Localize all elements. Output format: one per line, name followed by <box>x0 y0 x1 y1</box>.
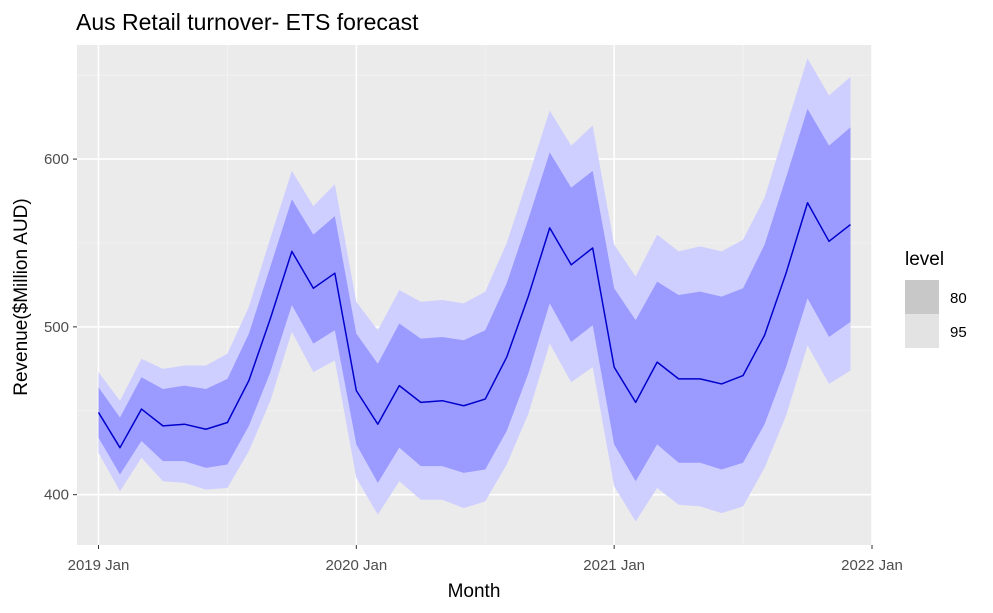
axis-ticks <box>73 158 873 549</box>
interval-band-80 <box>98 108 851 483</box>
x-tick-label: 2022 Jan <box>841 557 903 574</box>
x-tick-label: 2021 Jan <box>583 557 645 574</box>
x-tick-label: 2019 Jan <box>68 557 130 574</box>
y-axis-title: Revenue($Million AUD) <box>11 198 32 395</box>
x-tick-label: 2020 Jan <box>325 557 387 574</box>
legend-title: level <box>905 249 944 270</box>
tick-labels: 400 500 600 2019 Jan 2020 Jan 2021 Jan 2022 Ja… <box>44 151 903 574</box>
y-tick-label: 600 <box>44 151 69 168</box>
y-tick-label: 500 <box>44 319 69 336</box>
y-tick-label: 400 <box>44 487 69 504</box>
x-axis-title: Month <box>448 581 501 602</box>
forecast-lines <box>97 201 851 449</box>
legend-label-95: 95 <box>950 324 967 341</box>
legend-label-80: 80 <box>950 290 967 307</box>
chart-title: Aus Retail turnover- ETS forecast <box>76 9 419 35</box>
legend-key-80 <box>905 280 939 314</box>
legend: level 80 95 <box>905 249 967 348</box>
legend-key-95 <box>905 314 939 348</box>
forecast-mean-line <box>97 201 851 449</box>
prediction-interval-bands <box>98 58 851 522</box>
